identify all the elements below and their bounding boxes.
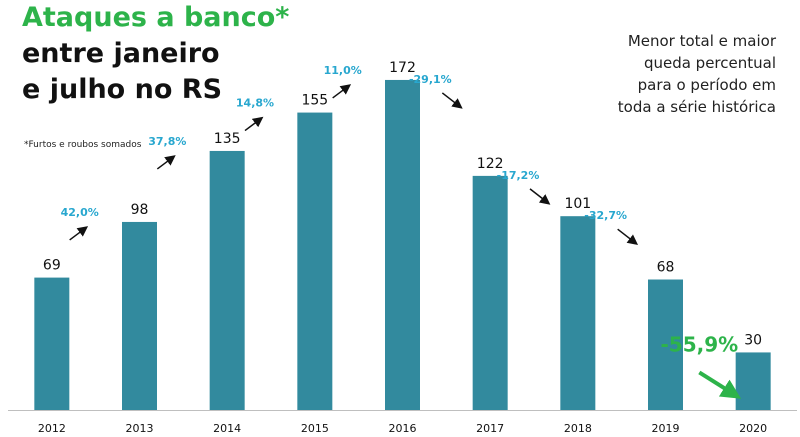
- bar-2020: [735, 352, 771, 410]
- pct-change-label-5: -29,1%: [409, 73, 452, 86]
- pct-change-arrow-7: [617, 228, 639, 246]
- pct-change-label-6: -17,2%: [497, 169, 540, 182]
- bar-value-label-2016: 172: [389, 60, 416, 76]
- bar-value-label-2018: 101: [564, 196, 591, 212]
- x-tick-label-2018: 2018: [564, 422, 592, 435]
- pct-change-arrow-1: [69, 226, 89, 241]
- bar-value-label-2013: 98: [131, 202, 149, 218]
- pct-change-arrow-3: [244, 116, 264, 132]
- pct-change-label-4: 11,0%: [324, 64, 362, 77]
- bar-value-label-2020: 30: [744, 332, 762, 348]
- annotation-note: Menor total e maior queda percentual par…: [556, 30, 776, 118]
- bar-2019: [648, 279, 683, 410]
- x-tick-label-2013: 2013: [126, 422, 154, 435]
- note-line-2: queda percentual: [643, 54, 776, 72]
- bar-value-label-2015: 155: [301, 93, 328, 109]
- x-tick-label-2015: 2015: [301, 422, 329, 435]
- bar-2018: [560, 216, 596, 410]
- bar-value-label-2014: 135: [214, 131, 241, 147]
- bar-2012: [34, 277, 70, 410]
- pct-change-arrow-8: [698, 370, 742, 399]
- chart-title-line-1: Ataques a banco*: [22, 2, 290, 33]
- x-tick-label-2019: 2019: [652, 422, 680, 435]
- bar-2014: [209, 150, 245, 410]
- bar-2016: [385, 79, 420, 410]
- chart-title-line-3: e julho no RS: [22, 74, 223, 105]
- x-tick-label-2020: 2020: [739, 422, 767, 435]
- bar-2017: [472, 175, 508, 410]
- pct-change-arrow-6: [529, 188, 551, 205]
- pct-change-arrow-4: [332, 84, 352, 99]
- pct-change-label-7: -32,7%: [584, 209, 627, 222]
- x-tick-label-2012: 2012: [38, 422, 66, 435]
- pct-change-label-3: 14,8%: [236, 97, 274, 110]
- pct-change-arrow-5: [441, 92, 463, 109]
- footnote: *Furtos e roubos somados: [24, 140, 142, 150]
- pct-change-label-1: 42,0%: [61, 206, 99, 219]
- bar-2015: [297, 112, 333, 410]
- x-tick-label-2014: 2014: [213, 422, 241, 435]
- chart-title-line-2: entre janeiro: [22, 38, 220, 69]
- bar-value-label-2017: 122: [477, 156, 504, 172]
- pct-change-arrow-2: [156, 155, 176, 170]
- x-tick-label-2016: 2016: [389, 422, 417, 435]
- pct-change-label-8: -55,9%: [660, 332, 738, 356]
- x-tick-label-2017: 2017: [476, 422, 504, 435]
- pct-change-label-2: 37,8%: [148, 135, 186, 148]
- bar-value-label-2012: 69: [43, 258, 61, 274]
- note-line-4: toda a série histórica: [617, 98, 776, 116]
- bar-value-label-2019: 68: [657, 260, 675, 276]
- note-line-1: Menor total e maior: [627, 32, 776, 50]
- note-line-3: para o período em: [637, 76, 776, 94]
- bar-2013: [122, 221, 157, 410]
